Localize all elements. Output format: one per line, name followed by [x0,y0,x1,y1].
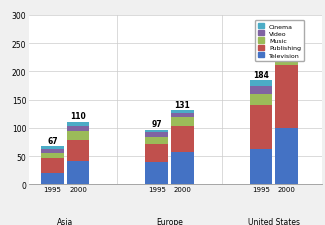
Bar [250,106,272,150]
Bar [41,159,64,173]
Bar [41,173,64,184]
Bar [171,117,193,126]
Text: 110: 110 [70,112,86,121]
Legend: Cinema, Video, Music, Publishing, Television: Cinema, Video, Music, Publishing, Televi… [255,20,304,62]
Bar [171,113,193,117]
Bar [250,81,272,87]
Bar [275,44,298,53]
Bar [41,153,64,159]
Text: Asia: Asia [57,217,73,225]
Bar [67,161,89,184]
Bar [146,137,168,144]
Bar [146,162,168,184]
Bar [275,65,298,128]
Text: 184: 184 [253,70,269,79]
Bar [146,133,168,137]
Bar [275,53,298,65]
Text: 97: 97 [151,119,162,128]
Text: United States: United States [248,217,300,225]
Text: 67: 67 [47,136,58,145]
Text: 257: 257 [279,29,294,38]
Bar [67,141,89,161]
Bar [250,150,272,184]
Bar [250,87,272,94]
Bar [41,150,64,153]
Bar [250,94,272,106]
Bar [146,144,168,162]
Bar [275,128,298,184]
Bar [41,147,64,150]
Bar [146,130,168,133]
Bar [171,126,193,153]
Bar [67,126,89,132]
Bar [171,153,193,184]
Bar [67,132,89,141]
Bar [67,123,89,126]
Bar [171,111,193,113]
Bar [275,40,298,44]
Text: Europe: Europe [156,217,183,225]
Text: 131: 131 [175,100,190,109]
